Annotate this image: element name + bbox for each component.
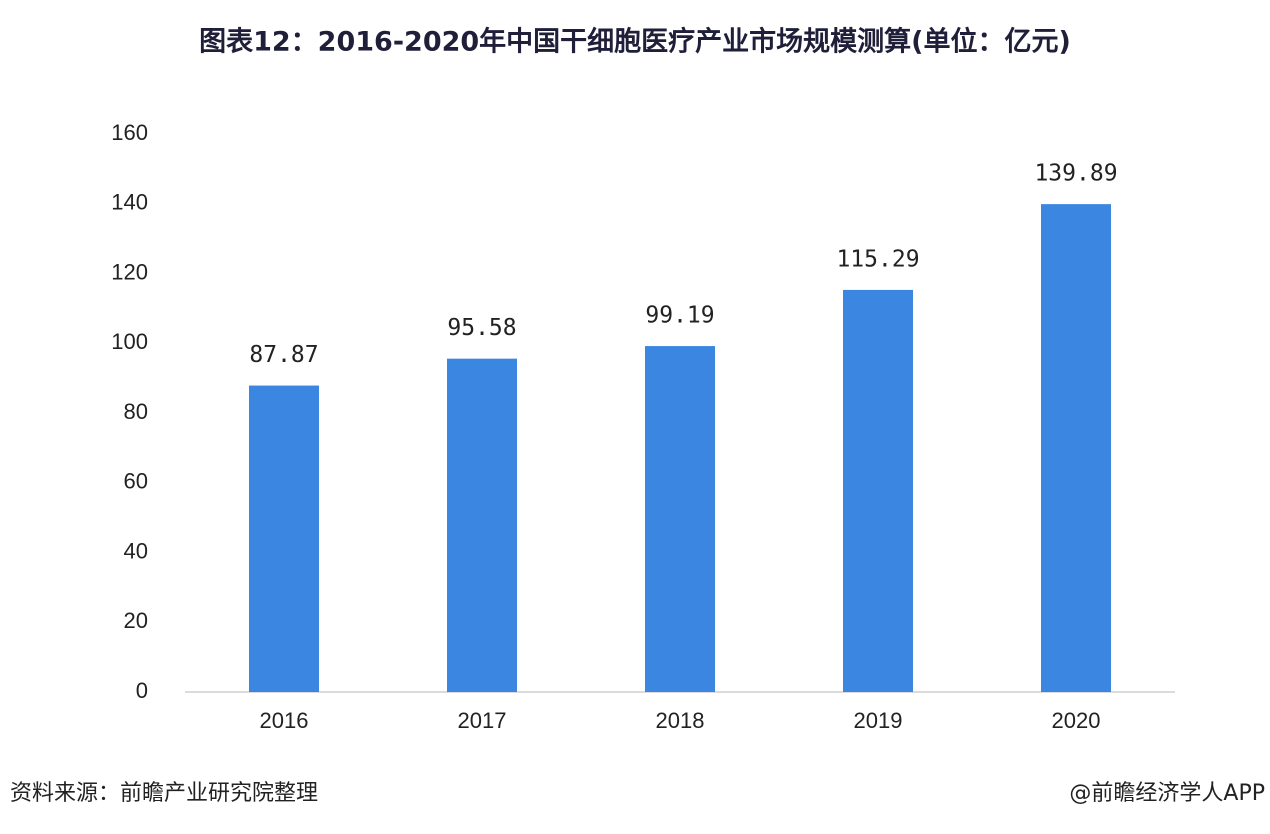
y-tick-label: 140 (111, 190, 148, 215)
y-tick-label: 80 (124, 399, 148, 424)
y-tick-label: 120 (111, 259, 148, 284)
bar (249, 385, 319, 692)
bar (447, 358, 517, 692)
x-tick-label: 2016 (260, 708, 309, 733)
bar (645, 346, 715, 692)
x-tick-label: 2019 (854, 708, 903, 733)
y-tick-label: 60 (124, 469, 148, 494)
x-tick-label: 2020 (1052, 708, 1101, 733)
y-tick-label: 40 (124, 538, 148, 563)
y-tick-label: 100 (111, 329, 148, 354)
source-note: 资料来源：前瞻产业研究院整理 (10, 781, 318, 806)
x-tick-label: 2017 (458, 708, 507, 733)
y-tick-label: 160 (111, 120, 148, 145)
value-label: 87.87 (249, 342, 318, 368)
value-label: 99.19 (645, 303, 714, 329)
y-tick-label: 0 (136, 678, 148, 703)
bar (1041, 204, 1111, 693)
value-label: 95.58 (447, 315, 516, 341)
value-label: 139.89 (1034, 161, 1117, 187)
value-label: 115.29 (836, 246, 919, 272)
chart-title: 图表12：2016-2020年中国干细胞医疗产业市场规模测算(单位：亿元) (199, 26, 1071, 58)
x-tick-label: 2018 (656, 708, 705, 733)
y-tick-label: 20 (124, 608, 148, 633)
bar (843, 289, 913, 692)
credit: @前瞻经济学人APP (1069, 781, 1265, 806)
